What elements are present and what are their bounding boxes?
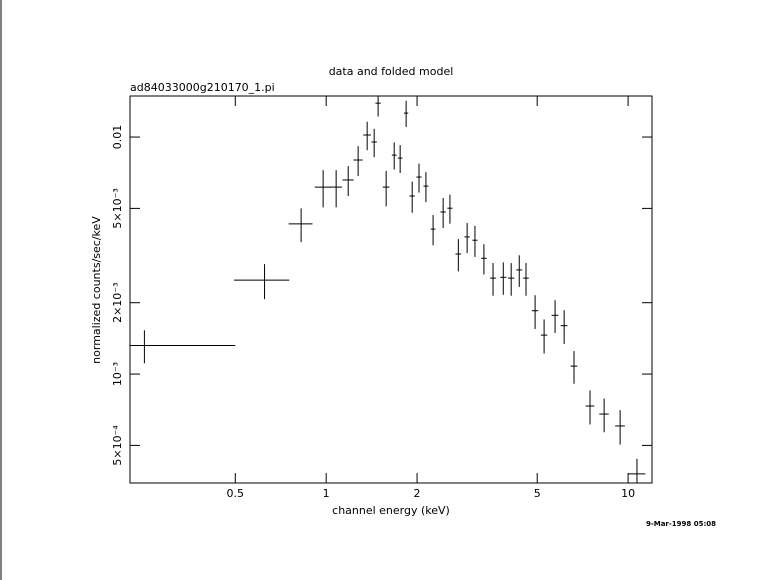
y-tick-label: 2×10⁻³ — [111, 282, 124, 322]
y-tick-label: 5×10⁻³ — [111, 188, 124, 228]
x-tick-label: 2 — [414, 487, 421, 500]
timestamp: 9-Mar-1998 05:08 — [646, 520, 716, 528]
y-tick-label: 0.01 — [111, 125, 124, 150]
x-tick-label: 0.5 — [227, 487, 245, 500]
y-axis-label: normalized counts/sec/keV — [90, 216, 103, 364]
x-axis-label: channel energy (keV) — [332, 504, 450, 517]
chart-subtitle: ad84033000g210170_1.pi — [130, 81, 275, 94]
y-tick-label: 5×10⁻⁴ — [111, 425, 124, 466]
y-tick-label: 10⁻³ — [111, 362, 124, 386]
chart-title: data and folded model — [329, 65, 454, 78]
x-tick-label: 5 — [534, 487, 541, 500]
x-tick-label: 1 — [323, 487, 330, 500]
x-tick-label: 10 — [621, 487, 635, 500]
plot-frame — [129, 95, 653, 484]
